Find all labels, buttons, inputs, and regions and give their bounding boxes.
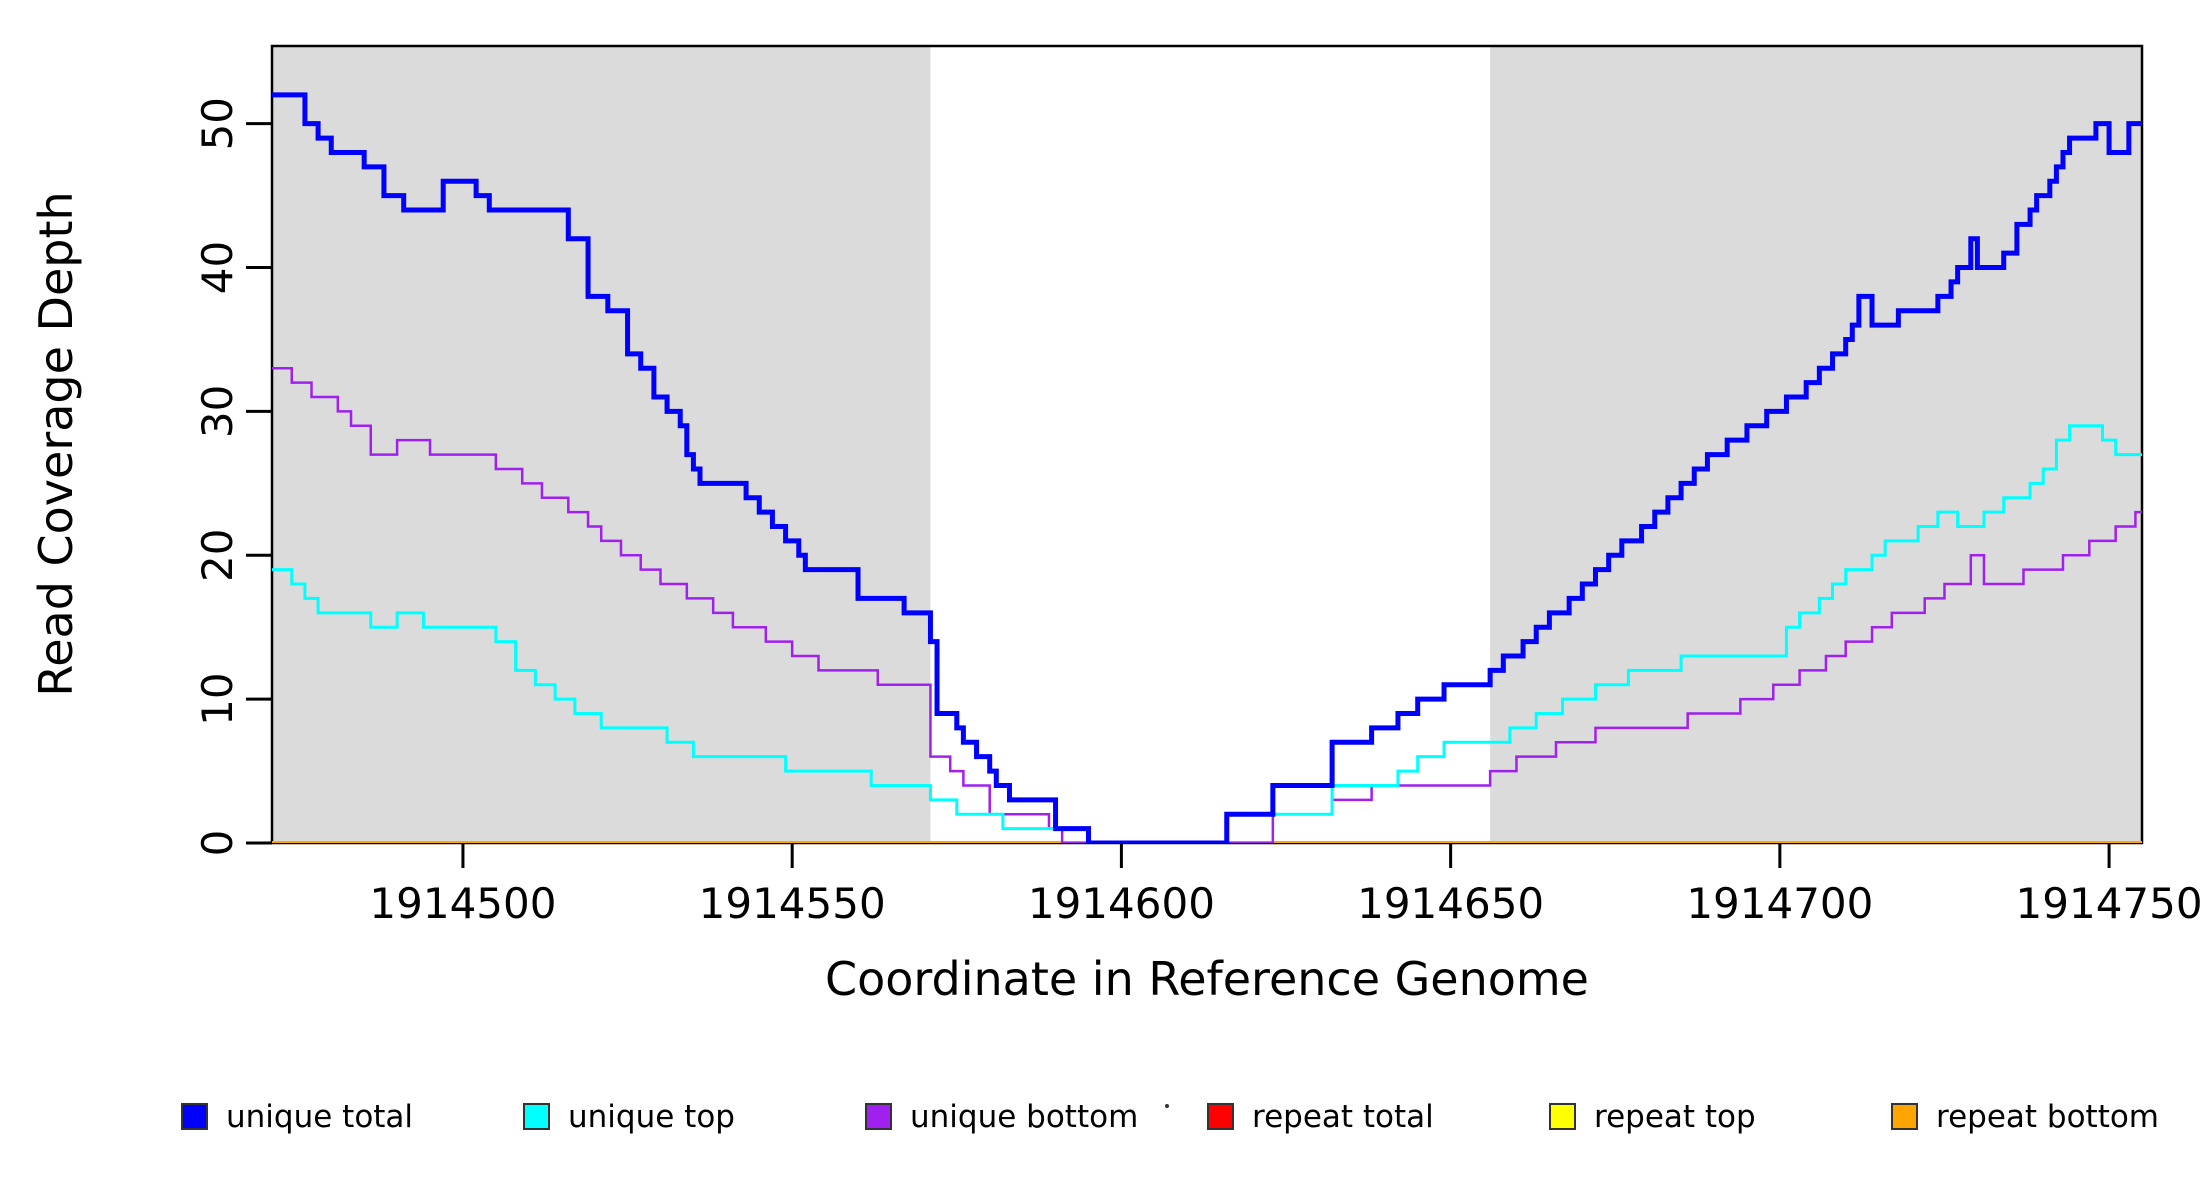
y-tick-label: 50 [193, 97, 242, 150]
x-tick-label: 1914750 [2016, 879, 2200, 928]
legend-label-unique-total: unique total [226, 1099, 413, 1135]
legend-label-unique-bottom: unique bottom [910, 1099, 1138, 1135]
legend-swatch-unique-bottom [865, 1103, 892, 1130]
x-tick-label: 1914550 [699, 879, 886, 928]
stray-mark [1165, 1104, 1169, 1108]
x-tick-label: 1914700 [1686, 879, 1873, 928]
legend-swatch-repeat-bottom [1891, 1103, 1918, 1130]
x-tick-label: 1914600 [1028, 879, 1215, 928]
y-tick-label: 40 [193, 241, 242, 294]
legend-swatch-repeat-top [1549, 1103, 1576, 1130]
right-shaded-region [1490, 46, 2142, 843]
x-tick-label: 1914500 [369, 879, 556, 928]
legend: unique total unique top unique bottom repea… [181, 1099, 2159, 1135]
y-tick-label: 0 [193, 830, 242, 857]
y-tick-label: 30 [193, 385, 242, 438]
legend-swatch-unique-top [523, 1103, 550, 1130]
y-axis-title: Read Coverage Depth [29, 191, 83, 696]
legend-label-repeat-total: repeat total [1252, 1099, 1434, 1135]
legend-swatch-repeat-total [1207, 1103, 1234, 1130]
x-tick-label: 1914650 [1357, 879, 1544, 928]
series-line-unique-bottom [272, 367, 2142, 843]
y-tick-label: 20 [193, 529, 242, 582]
legend-label-repeat-top: repeat top [1594, 1099, 1756, 1135]
series-line-unique-top [272, 424, 2142, 843]
y-tick-label: 10 [193, 672, 242, 725]
legend-label-repeat-bottom: repeat bottom [1936, 1099, 2159, 1135]
series-line-unique-total [272, 92, 2142, 843]
legend-swatch-unique-total [181, 1103, 208, 1130]
legend-label-unique-top: unique top [568, 1099, 735, 1135]
x-axis-title: Coordinate in Reference Genome [825, 952, 1589, 1006]
